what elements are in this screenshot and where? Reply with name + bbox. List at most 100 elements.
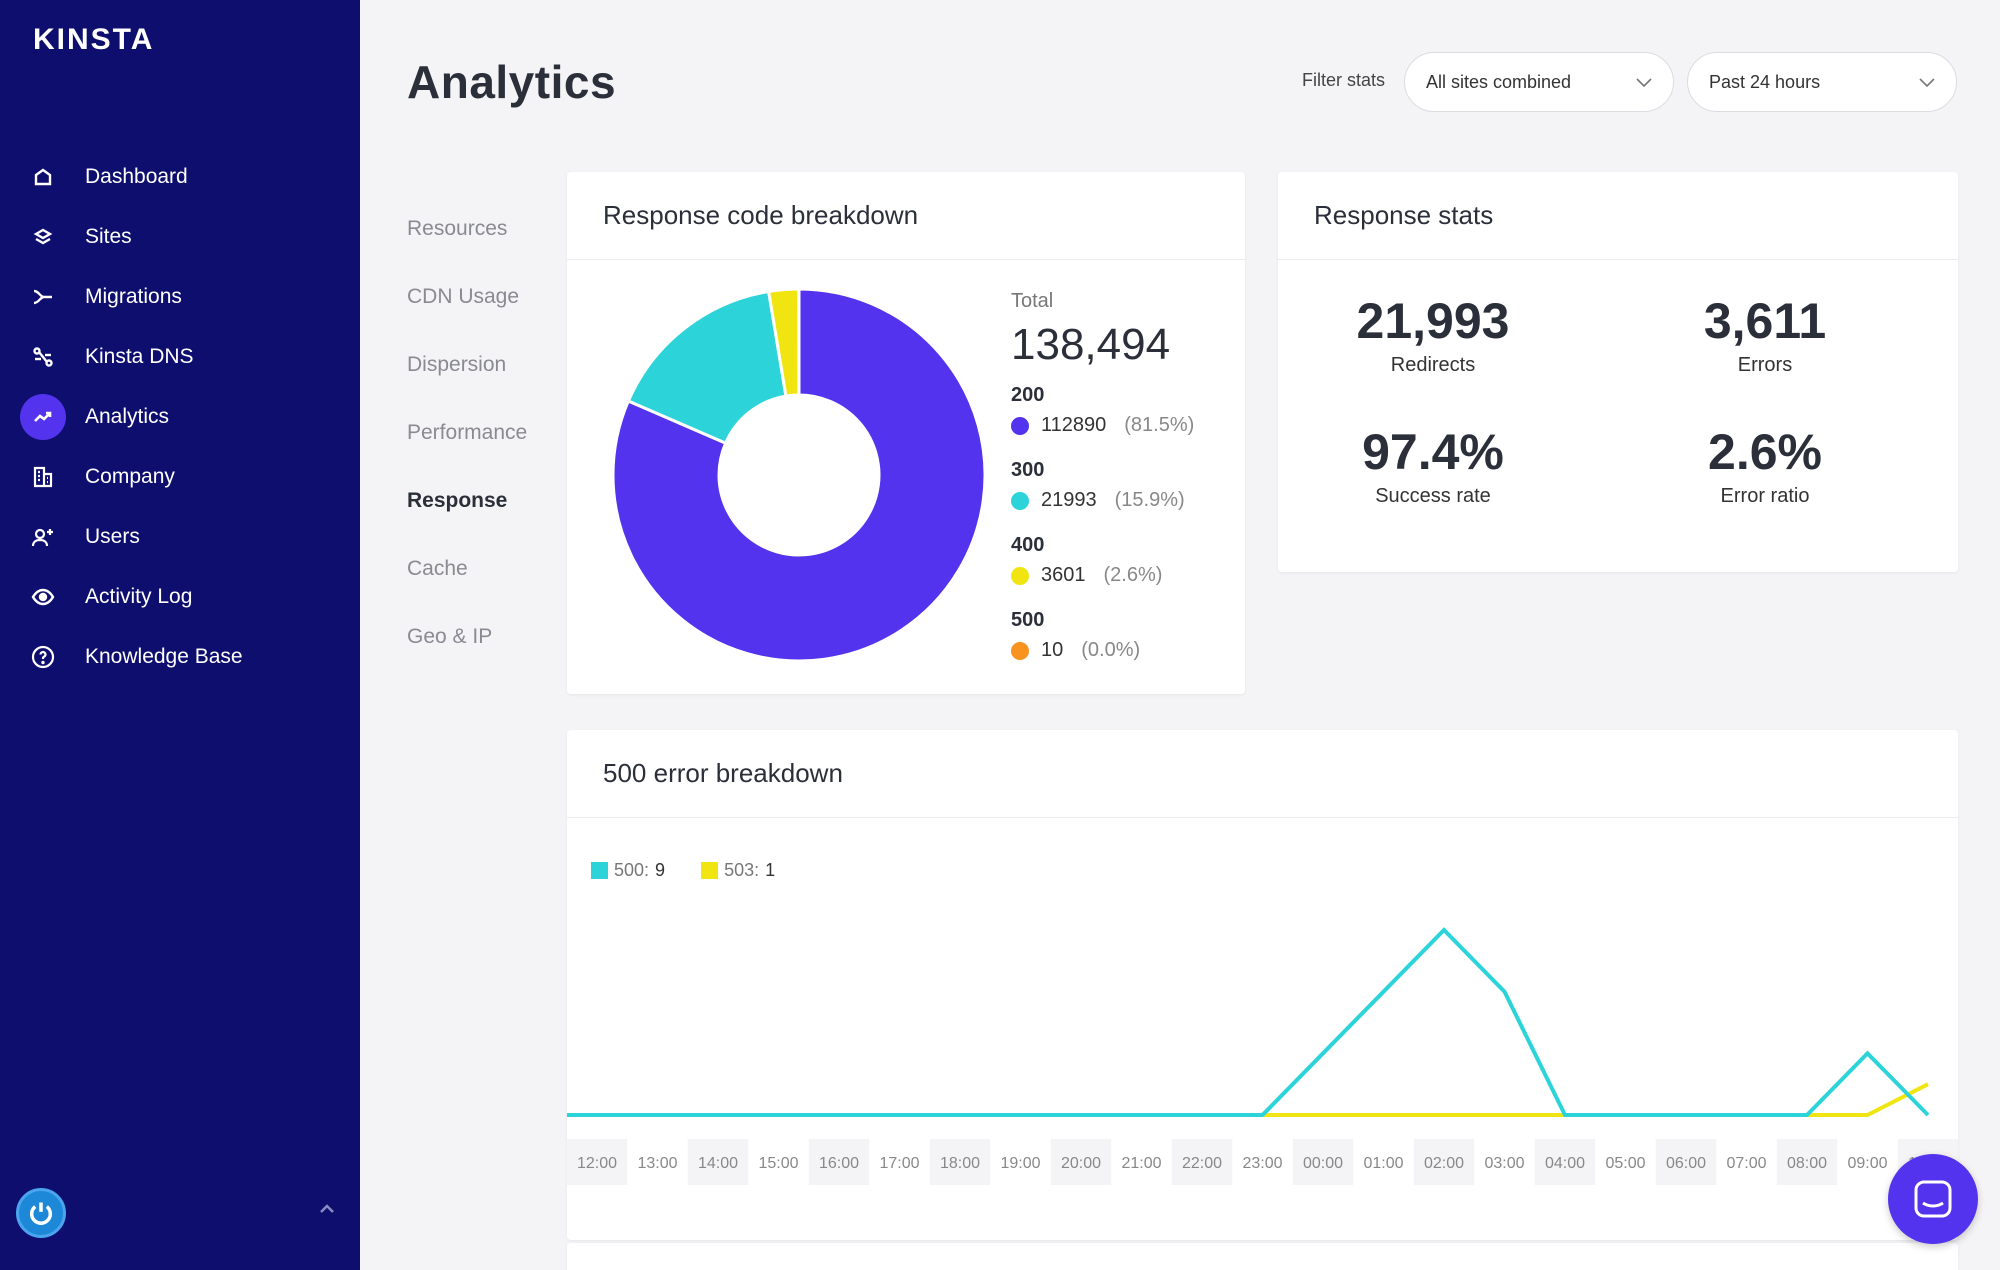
- time-filter-value: Past 24 hours: [1709, 71, 1821, 92]
- stat-errors: 3,611 Errors: [1615, 292, 1915, 377]
- eye-icon: [28, 582, 58, 612]
- legend-swatch: [591, 862, 608, 879]
- response-code-donut-chart: [611, 287, 987, 663]
- sidebar-item-label: Dashboard: [85, 165, 188, 188]
- total-label: Total: [1011, 290, 1054, 312]
- legend-name: 503:: [724, 860, 760, 880]
- x-tick-label: 08:00: [1787, 1155, 1827, 1172]
- power-button[interactable]: [16, 1188, 66, 1238]
- sidebar-item-analytics[interactable]: Analytics: [0, 387, 360, 447]
- code-percent: (81.5%): [1124, 414, 1195, 436]
- legend-swatch: [701, 862, 719, 879]
- sidebar-item-knowledge-base[interactable]: Knowledge Base: [0, 627, 360, 687]
- code-percent: (2.6%): [1103, 564, 1163, 586]
- legend-dot: [1011, 566, 1029, 585]
- sidebar-item-dashboard[interactable]: Dashboard: [0, 147, 360, 207]
- chevron-down-icon: [1919, 78, 1935, 88]
- site-filter-select[interactable]: All sites combined: [1404, 52, 1674, 112]
- sidebar-item-label: Users: [85, 525, 140, 548]
- sidebar-item-label: Analytics: [85, 405, 170, 428]
- code-row: 112890 (81.5%): [1011, 414, 1231, 437]
- sidebar-item-label: Activity Log: [85, 585, 193, 608]
- card-title: Response stats: [1278, 172, 1958, 260]
- legend-item-503[interactable]: 503: 1: [701, 860, 775, 881]
- x-tick-label: 01:00: [1363, 1155, 1403, 1172]
- response-stats-card: Response stats 21,993 Redirects 3,611 Er…: [1278, 172, 1958, 572]
- error-breakdown-card: 500 error breakdown 12:00 13:00 14:00 15:00…: [567, 730, 1958, 1240]
- sidebar-item-label: Company: [85, 465, 175, 488]
- code-legend-item: 400 3601 (2.6%): [1011, 534, 1231, 587]
- code-count: 10: [1041, 639, 1064, 661]
- donut-slice-300[interactable]: [626, 289, 788, 446]
- site-filter-value: All sites combined: [1426, 71, 1572, 92]
- stat-label: Redirects: [1390, 354, 1476, 376]
- subnav-cache[interactable]: Cache: [407, 557, 468, 580]
- subnav-cdn-usage[interactable]: CDN Usage: [407, 285, 520, 308]
- sidebar-item-migrations[interactable]: Migrations: [0, 267, 360, 327]
- tick-band: [1413, 1139, 1475, 1185]
- sidebar-item-users[interactable]: Users: [0, 507, 360, 567]
- time-filter-select[interactable]: Past 24 hours: [1687, 52, 1957, 112]
- sidebar-item-label: Kinsta DNS: [85, 345, 194, 368]
- code-percent: (15.9%): [1114, 489, 1185, 511]
- subnav-resources[interactable]: Resources: [407, 217, 508, 240]
- chevron-up-icon[interactable]: [316, 1198, 338, 1220]
- x-tick-label: 00:00: [1303, 1155, 1343, 1172]
- chat-button[interactable]: [1888, 1154, 1978, 1244]
- legend-dot: [1011, 416, 1029, 435]
- sidebar: KINSTA Dashboard Sites Migrations Kinsta…: [0, 0, 360, 1270]
- sidebar-item-label: Migrations: [85, 285, 182, 308]
- x-tick-label: 22:00: [1182, 1155, 1222, 1172]
- sidebar-item-activity-log[interactable]: Activity Log: [0, 567, 360, 627]
- legend-dot: [1011, 641, 1029, 660]
- x-tick-label: 17:00: [879, 1155, 919, 1172]
- x-tick-label: 16:00: [819, 1155, 859, 1172]
- sidebar-item-kinsta-dns[interactable]: Kinsta DNS: [0, 327, 360, 387]
- home-icon: [28, 162, 58, 192]
- x-tick-label: 18:00: [940, 1155, 980, 1172]
- code-count: 3601: [1041, 564, 1086, 586]
- x-tick-label: 14:00: [698, 1155, 738, 1172]
- card-title: Response code breakdown: [567, 172, 1245, 260]
- x-tick-label: 06:00: [1666, 1155, 1706, 1172]
- building-icon: [28, 462, 58, 492]
- response-code-breakdown-card: Response code breakdown Total 138,494 20…: [567, 172, 1245, 694]
- tick-band: [1292, 1139, 1354, 1185]
- subnav-response[interactable]: Response: [407, 489, 508, 512]
- stat-label: Success rate: [1375, 485, 1491, 507]
- legend-item-500[interactable]: 500: 9: [591, 860, 665, 881]
- code-row: 21993 (15.9%): [1011, 489, 1231, 512]
- tick-band: [1776, 1139, 1838, 1185]
- stat-redirects: 21,993 Redirects: [1283, 292, 1583, 377]
- add-user-icon: [28, 522, 58, 552]
- series-line-503[interactable]: [567, 1082, 1929, 1117]
- sidebar-item-company[interactable]: Company: [0, 447, 360, 507]
- code-count: 112890: [1041, 414, 1107, 436]
- code-row: 3601 (2.6%): [1011, 564, 1231, 587]
- x-tick-label: 03:00: [1484, 1155, 1524, 1172]
- svg-text:KINSTA: KINSTA: [33, 23, 154, 56]
- tick-band: [1534, 1139, 1596, 1185]
- card-title: 500 error breakdown: [567, 730, 1958, 818]
- sidebar-item-sites[interactable]: Sites: [0, 207, 360, 267]
- stat-error-ratio: 2.6% Error ratio: [1615, 423, 1915, 508]
- tick-band: [567, 1139, 628, 1185]
- trend-icon: [20, 394, 66, 440]
- migrate-icon: [28, 282, 58, 312]
- donut-slice-200[interactable]: [611, 287, 987, 663]
- stat-success-rate: 97.4% Success rate: [1283, 423, 1583, 508]
- code-percent: (0.0%): [1081, 639, 1141, 661]
- tick-band: [1050, 1139, 1112, 1185]
- subnav-performance[interactable]: Performance: [407, 421, 528, 444]
- subnav-dispersion[interactable]: Dispersion: [407, 353, 507, 376]
- analytics-subnav: Resources CDN Usage Dispersion Performan…: [407, 200, 527, 676]
- kinsta-logo[interactable]: KINSTA: [33, 20, 158, 56]
- x-tick-label: 13:00: [637, 1155, 677, 1172]
- x-tick-label: 19:00: [1000, 1155, 1040, 1172]
- filter-stats-label: Filter stats: [1302, 70, 1386, 90]
- x-tick-label: 23:00: [1242, 1155, 1282, 1172]
- error-line-chart: 12:00 13:00 14:00 15:00 16:00 17:00 18:00 19:00…: [567, 927, 1958, 1185]
- subnav-geo-ip[interactable]: Geo & IP: [407, 625, 493, 648]
- series-line-500[interactable]: [567, 927, 1930, 1117]
- chat-icon: [1914, 1180, 1952, 1218]
